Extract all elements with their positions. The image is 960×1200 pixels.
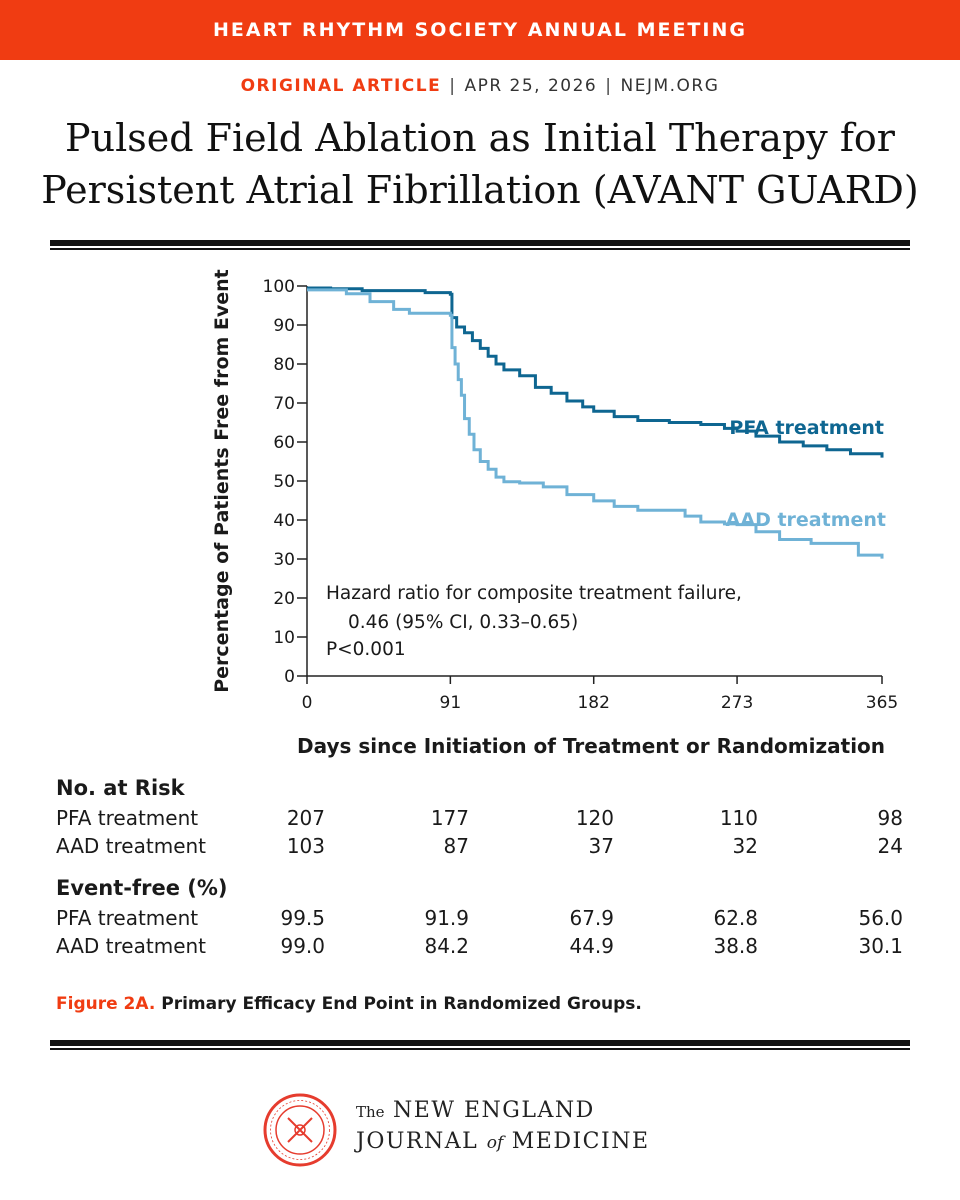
article-title-line-1: Pulsed Field Ablation as Initial Therapy…	[65, 116, 895, 160]
x-tick-label: 273	[721, 693, 753, 713]
no-at-risk-cell: 110	[719, 806, 758, 830]
y-tick-label: 40	[273, 511, 295, 531]
y-axis-label: Percentage of Patients Free from Event	[211, 269, 233, 693]
meta-separator: |	[605, 76, 613, 96]
figure-caption: Figure 2A. Primary Efficacy End Point in…	[56, 994, 642, 1014]
banner-text: HEART RHYTHM SOCIETY ANNUAL MEETING	[213, 19, 747, 41]
figure-label: Figure 2A.	[56, 994, 156, 1014]
y-tick-label: 30	[273, 550, 295, 570]
hazard-ratio-line-2: 0.46 (95% CI, 0.33–0.65)	[348, 612, 578, 633]
y-tick-label: 90	[273, 316, 295, 336]
no-at-risk-cell: 120	[575, 806, 614, 830]
series-label-pfa: PFA treatment	[729, 417, 884, 439]
article-date: APR 25, 2026	[464, 76, 598, 96]
x-tick-label: 91	[440, 693, 462, 713]
y-tick-label: 50	[273, 472, 295, 492]
y-tick-label: 10	[273, 628, 295, 648]
event-free-cell: 62.8	[713, 906, 758, 930]
series-label-aad: AAD treatment	[726, 509, 886, 531]
event-free-table: Event-free (%) PFA treatment 99.5 91.9 67.9…	[56, 876, 906, 962]
event-free-cell: 67.9	[569, 906, 614, 930]
event-free-row: PFA treatment 99.5 91.9 67.9 62.8 56.0	[56, 906, 906, 934]
y-tick-label: 60	[273, 433, 295, 453]
kaplan-meier-chart: 0 10 20 30 40 50 60 70 80 90 100 0 91 182 273 365 Days s…	[211, 269, 898, 758]
event-free-row-label: PFA treatment	[56, 906, 199, 930]
no-at-risk-cell: 103	[286, 834, 325, 858]
journal-the: The	[356, 1103, 385, 1121]
no-at-risk-cell: 24	[877, 834, 903, 858]
nejm-seal-logo	[263, 1093, 337, 1167]
bottom-divider	[50, 1040, 910, 1050]
no-at-risk-cell: 32	[732, 834, 758, 858]
event-banner: HEART RHYTHM SOCIETY ANNUAL MEETING	[0, 0, 960, 60]
no-at-risk-cell: 87	[443, 834, 469, 858]
no-at-risk-cell: 98	[877, 806, 903, 830]
journal-wordmark: The NEW ENGLAND JOURNAL of MEDICINE	[356, 1096, 650, 1158]
no-at-risk-row-label: AAD treatment	[56, 834, 207, 858]
y-tick-label: 0	[284, 667, 295, 687]
y-tick-label: 20	[273, 589, 295, 609]
x-axis-label: Days since Initiation of Treatment or Ra…	[297, 734, 885, 758]
no-at-risk-header: No. at Risk	[56, 776, 185, 800]
journal-line-1: NEW ENGLAND	[393, 1098, 595, 1123]
event-free-cell: 30.1	[858, 934, 903, 958]
event-free-cell: 84.2	[424, 934, 469, 958]
event-free-row-label: AAD treatment	[56, 934, 207, 958]
no-at-risk-row: PFA treatment 207 177 120 110 98	[56, 806, 906, 834]
y-tick-label: 80	[273, 355, 295, 375]
no-at-risk-cell: 207	[286, 806, 325, 830]
risk-table: No. at Risk PFA treatment 207 177 120 110 98 A…	[56, 776, 906, 862]
no-at-risk-cell: 37	[588, 834, 614, 858]
y-tick-label: 100	[263, 277, 295, 297]
event-free-row: AAD treatment 99.0 84.2 44.9 38.8 30.1	[56, 934, 906, 962]
hazard-ratio-line-1: Hazard ratio for composite treatment fai…	[326, 583, 742, 604]
journal-of: of	[486, 1133, 504, 1153]
article-title: Pulsed Field Ablation as Initial Therapy…	[30, 112, 930, 216]
meta-separator: |	[449, 76, 457, 96]
article-meta: ORIGINAL ARTICLE | APR 25, 2026 | NEJM.ORG	[0, 76, 960, 96]
event-free-header: Event-free (%)	[56, 876, 228, 900]
no-at-risk-row: AAD treatment 103 87 37 32 24	[56, 834, 906, 862]
event-free-cell: 99.5	[280, 906, 325, 930]
x-tick-label: 182	[577, 693, 609, 713]
event-free-cell: 38.8	[713, 934, 758, 958]
hazard-ratio-line-3: P<0.001	[326, 639, 406, 660]
event-free-cell: 91.9	[424, 906, 469, 930]
event-free-cell: 99.0	[280, 934, 325, 958]
journal-line-2a: JOURNAL	[356, 1129, 479, 1154]
x-tick-label: 0	[302, 693, 313, 713]
event-free-cell: 44.9	[569, 934, 614, 958]
article-title-line-2: Persistent Atrial Fibrillation (AVANT GU…	[41, 168, 919, 212]
figure-caption-text: Primary Efficacy End Point in Randomized…	[161, 994, 642, 1014]
top-divider	[50, 240, 910, 250]
x-tick-label: 365	[866, 693, 898, 713]
article-type: ORIGINAL ARTICLE	[240, 76, 442, 96]
no-at-risk-cell: 177	[430, 806, 469, 830]
series-line-aad	[307, 288, 884, 559]
article-site: NEJM.ORG	[620, 76, 720, 96]
event-free-cell: 56.0	[858, 906, 903, 930]
journal-line-2b: MEDICINE	[511, 1129, 650, 1154]
y-tick-label: 70	[273, 394, 295, 414]
no-at-risk-row-label: PFA treatment	[56, 806, 199, 830]
